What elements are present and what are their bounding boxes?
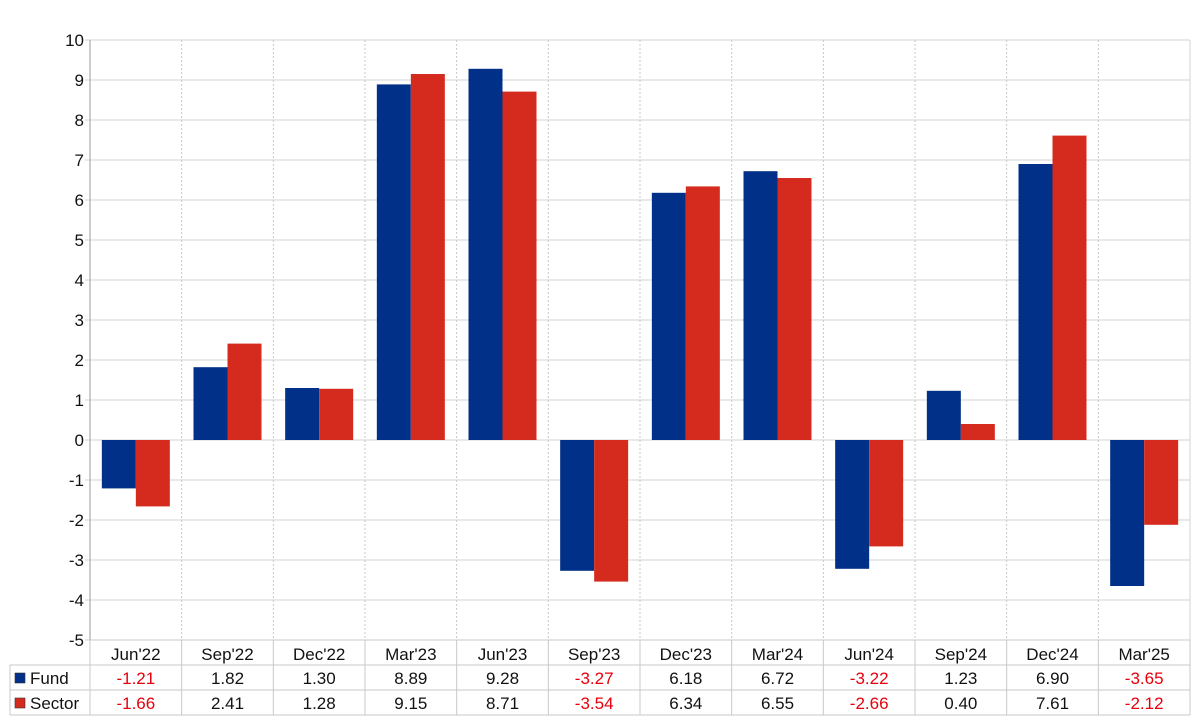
y-tick-label: 9 <box>75 71 84 90</box>
table-cell-fund: -3.65 <box>1125 669 1164 688</box>
bar-sector <box>594 440 629 582</box>
table-cell-sector: 6.34 <box>669 694 702 713</box>
bar-sector <box>135 440 170 507</box>
table-cell-sector: 9.15 <box>394 694 427 713</box>
y-tick-label: 5 <box>75 231 84 250</box>
bar-sector <box>502 91 537 440</box>
bar-fund <box>193 367 228 440</box>
bar-sector <box>227 343 262 440</box>
x-axis: Jun'22 Sep'22 Dec'22 Mar'23 Jun'23 Sep'23 Dec'… <box>111 645 1170 664</box>
y-tick-label: 10 <box>65 31 84 50</box>
table-cell-sector: 0.40 <box>944 694 977 713</box>
table-cell-fund: 6.72 <box>761 669 794 688</box>
y-tick-label: 0 <box>75 431 84 450</box>
x-category-label: Jun'24 <box>844 645 894 664</box>
bar-sector <box>777 178 812 440</box>
table-cell-fund: 1.82 <box>211 669 244 688</box>
table-cell-fund: 8.89 <box>394 669 427 688</box>
bars-layer <box>101 68 1179 586</box>
bar-sector <box>869 440 904 547</box>
bar-sector <box>960 424 995 440</box>
bar-sector <box>685 186 720 440</box>
table-cell-sector: -1.66 <box>116 694 155 713</box>
bar-fund <box>376 84 411 441</box>
grid-layer <box>85 39 1191 641</box>
table-cell-fund: -3.27 <box>575 669 614 688</box>
bar-fund <box>101 440 136 489</box>
bar-fund <box>1110 440 1145 586</box>
table-cell-fund: -1.21 <box>116 669 155 688</box>
bar-fund <box>926 390 961 440</box>
x-category-label: Jun'23 <box>478 645 528 664</box>
bar-sector <box>319 388 354 440</box>
y-tick-label: -2 <box>69 511 84 530</box>
y-tick-label: -4 <box>69 591 84 610</box>
table-cell-sector: 8.71 <box>486 694 519 713</box>
legend-swatch-fund <box>14 672 26 684</box>
bar-fund <box>651 192 686 440</box>
table-cell-sector: -2.66 <box>850 694 889 713</box>
table-cell-sector: -2.12 <box>1125 694 1164 713</box>
x-category-label: Mar'24 <box>752 645 803 664</box>
y-tick-label: 2 <box>75 351 84 370</box>
bar-sector <box>1144 440 1179 525</box>
x-category-label: Dec'24 <box>1026 645 1078 664</box>
y-tick-label: 6 <box>75 191 84 210</box>
legend-swatch-sector <box>14 697 26 709</box>
data-table: Fund -1.21 1.82 1.30 8.89 9.28 -3.27 6.18 6.72 -3… <box>9 639 1191 716</box>
y-tick-label: 8 <box>75 111 84 130</box>
table-cell-fund: 1.30 <box>303 669 336 688</box>
bar-fund <box>1018 164 1053 440</box>
y-tick-label: -1 <box>69 471 84 490</box>
y-tick-label: 1 <box>75 391 84 410</box>
table-cell-fund: -3.22 <box>850 669 889 688</box>
x-category-label: Sep'23 <box>568 645 620 664</box>
table-cell-sector: 1.28 <box>303 694 336 713</box>
x-category-label: Sep'22 <box>201 645 253 664</box>
table-cell-fund: 1.23 <box>944 669 977 688</box>
bar-fund <box>285 388 320 440</box>
y-tick-label: 3 <box>75 311 84 330</box>
table-cell-fund: 9.28 <box>486 669 519 688</box>
table-cell-fund: 6.90 <box>1036 669 1069 688</box>
y-tick-label: 4 <box>75 271 84 290</box>
table-cell-sector: -3.54 <box>575 694 614 713</box>
table-cell-fund: 6.18 <box>669 669 702 688</box>
bar-fund <box>743 171 778 440</box>
y-tick-label: -3 <box>69 551 84 570</box>
bar-fund <box>560 440 595 571</box>
x-category-label: Dec'23 <box>660 645 712 664</box>
y-tick-label: -5 <box>69 631 84 650</box>
bar-sector <box>410 74 445 440</box>
x-category-label: Mar'23 <box>385 645 436 664</box>
x-category-label: Jun'22 <box>111 645 161 664</box>
legend-label-fund: Fund <box>30 669 69 688</box>
bar-fund <box>468 68 503 441</box>
bar-fund <box>835 440 870 569</box>
x-category-label: Sep'24 <box>935 645 987 664</box>
table-cell-sector: 6.55 <box>761 694 794 713</box>
y-tick-label: 7 <box>75 151 84 170</box>
x-category-label: Dec'22 <box>293 645 345 664</box>
table-cell-sector: 2.41 <box>211 694 244 713</box>
legend-label-sector: Sector <box>30 694 79 713</box>
x-category-label: Mar'25 <box>1118 645 1169 664</box>
table-cell-sector: 7.61 <box>1036 694 1069 713</box>
bar-sector <box>1052 135 1087 440</box>
